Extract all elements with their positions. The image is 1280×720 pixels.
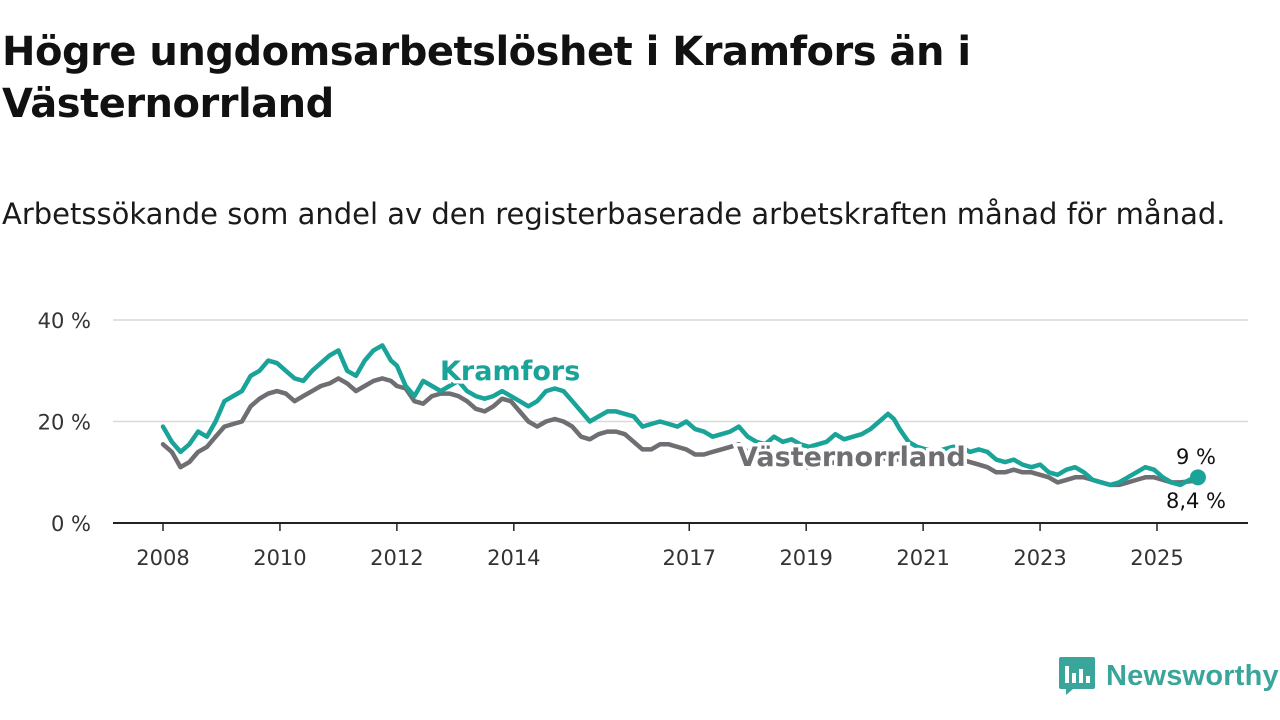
brand-name: Newsworthy [1106,659,1279,692]
series-labels: Kramfors Västernorrland 9 % 8,4 % [437,353,1229,516]
series-lines [160,343,1206,488]
end-value-label-kramfors: 9 % [1176,445,1216,469]
series-line-kramfors [160,343,1201,488]
x-tick-label: 2025 [1130,546,1183,570]
y-tick-label: 0 % [51,512,91,536]
x-tick-label: 2021 [896,546,949,570]
series-label-vasternorrland: Västernorrland [737,442,966,473]
x-tick-label: 2012 [370,546,423,570]
x-tick-label: 2014 [487,546,540,570]
y-tick-label: 40 % [38,309,91,333]
series-end-dot [1189,469,1206,486]
line-chart: 0 % 20 % 40 % 2008 2010 2012 2014 2017 2019 2021… [38,309,1248,570]
x-tick-label: 2019 [779,546,832,570]
end-value-label-vasternorrland: 8,4 % [1166,489,1226,513]
x-tick-label: 2008 [136,546,189,570]
series-label-kramfors: Kramfors [440,356,580,387]
series-line-vasternorrland [160,376,1201,488]
chart-title: Högre ungdomsarbetslöshet i Kramfors än … [2,29,971,127]
gridlines [113,319,1248,524]
x-axis-ticks: 2008 2010 2012 2014 2017 2019 2021 2023 2025 [136,523,1184,570]
newsworthy-logo: Newsworthy [1058,654,1279,698]
x-tick-label: 2017 [663,546,716,570]
x-tick-label: 2010 [253,546,306,570]
y-tick-label: 20 % [38,411,91,435]
bar-chart-chat-icon [1059,657,1095,695]
y-axis-ticks: 0 % 20 % 40 % [38,309,91,536]
x-tick-label: 2023 [1013,546,1066,570]
chart-subtitle: Arbetssökande som andel av den registerb… [2,197,1226,231]
